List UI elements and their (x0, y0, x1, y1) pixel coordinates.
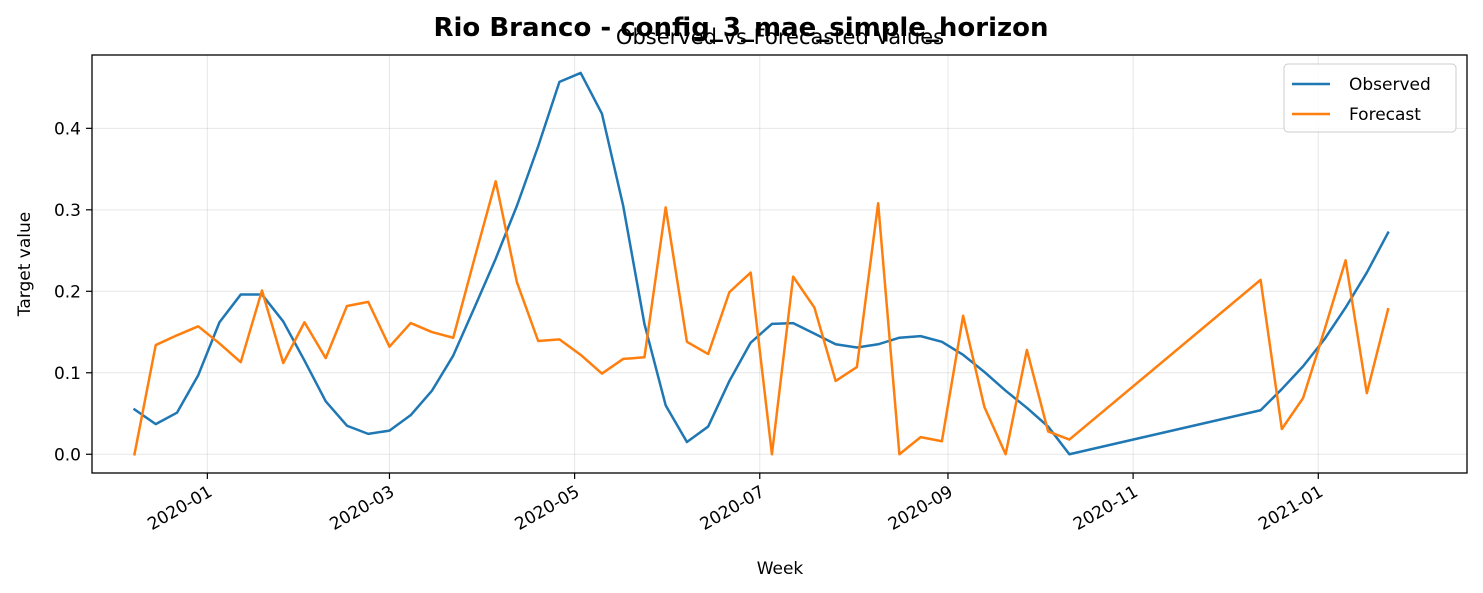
plot-area-frame (91, 54, 1468, 474)
figure-suptitle: Rio Branco - config_3_mae_simple_horizon (434, 13, 1049, 43)
legend: Observed Forecast (1283, 63, 1457, 133)
legend-label-observed: Observed (1349, 75, 1431, 95)
x-axis: 2020-01 2020-03 2020-05 2020-07 2020-09 2020-… (144, 473, 1327, 535)
y-tick-label: 0.3 (54, 201, 81, 221)
x-tick-label: 2020-09 (885, 482, 957, 535)
series-line-forecast (133, 180, 1390, 456)
x-tick-label: 2020-07 (697, 482, 769, 535)
legend-label-forecast: Forecast (1349, 105, 1421, 125)
y-tick-label: 0.0 (54, 445, 81, 465)
x-axis-label: Week (757, 559, 804, 579)
series-lines (132, 71, 1390, 456)
y-axis-label: Target value (15, 212, 35, 317)
axes-title: Observed vs Forecasted Values (616, 25, 944, 49)
y-tick-label: 0.1 (54, 364, 81, 384)
x-tick-label: 2020-11 (1070, 482, 1142, 535)
y-axis: 0.0 0.1 0.2 0.3 0.4 (54, 119, 92, 465)
x-tick-label: 2020-05 (512, 482, 584, 535)
x-tick-label: 2020-01 (144, 482, 216, 535)
y-tick-label: 0.2 (54, 282, 81, 302)
y-tick-label: 0.4 (54, 119, 81, 139)
x-tick-label: 2020-03 (326, 482, 398, 535)
grid (92, 55, 1467, 473)
x-tick-label: 2021-01 (1255, 482, 1327, 535)
series-line-observed (132, 71, 1390, 456)
